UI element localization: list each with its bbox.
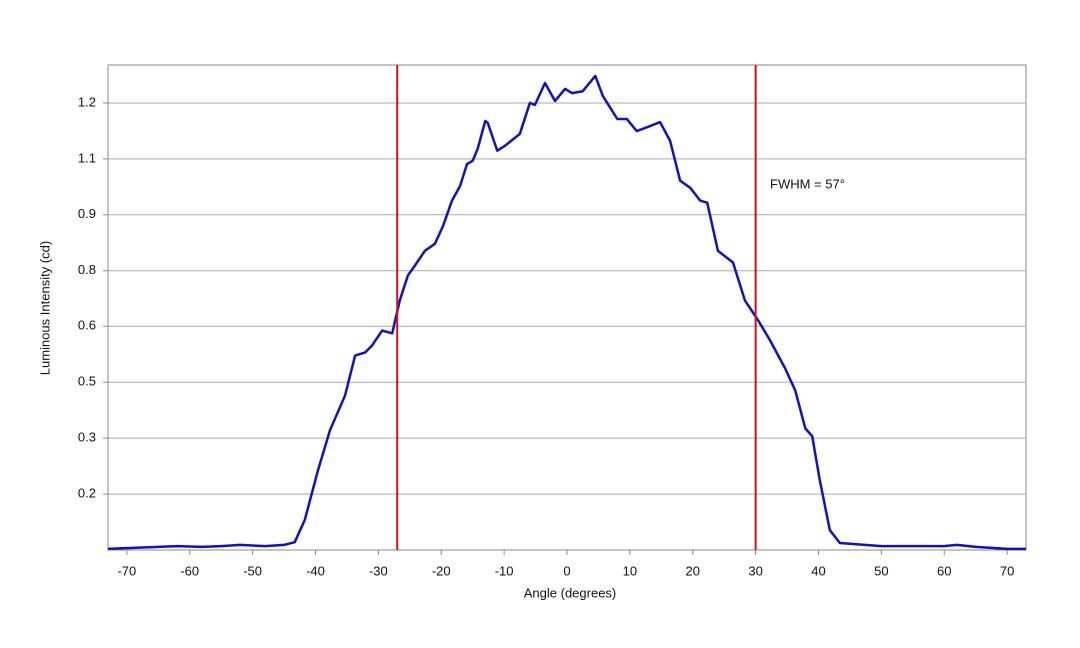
x-tick-label: -30	[369, 563, 388, 578]
data-line	[107, 74, 1026, 551]
x-tick-label: 40	[811, 563, 825, 578]
y-tick-label: 0.3	[78, 430, 96, 445]
y-axis-label: Luminous Intensity (cd)	[37, 241, 52, 375]
x-tick-label: -50	[243, 563, 262, 578]
x-tick-label: 0	[563, 563, 570, 578]
x-axis-label: Angle (degrees)	[524, 585, 617, 600]
y-tick-label: 0.9	[78, 206, 96, 221]
x-tick-label: -70	[117, 563, 136, 578]
y-tick-label: 0.8	[78, 262, 96, 277]
plot-frame	[107, 64, 1027, 551]
y-tick-label: 0.2	[78, 486, 96, 501]
annotation: FWHM = 57°	[770, 176, 845, 191]
y-tick-label: 1.1	[78, 150, 96, 165]
x-tick-label: 60	[937, 563, 951, 578]
x-tick-label: 10	[623, 563, 637, 578]
x-tick-label: 50	[874, 563, 888, 578]
y-tick-label: 0.6	[78, 318, 96, 333]
x-tick-label: -20	[432, 563, 451, 578]
y-tick-label: 1.2	[78, 94, 96, 109]
x-tick-label: -40	[306, 563, 325, 578]
y-tick-label: 0.5	[78, 374, 96, 389]
x-tick-label: 30	[748, 563, 762, 578]
x-tick-label: -10	[495, 563, 514, 578]
x-tick-label: 20	[686, 563, 700, 578]
x-tick-label: -60	[180, 563, 199, 578]
x-tick-label: 70	[1000, 563, 1014, 578]
